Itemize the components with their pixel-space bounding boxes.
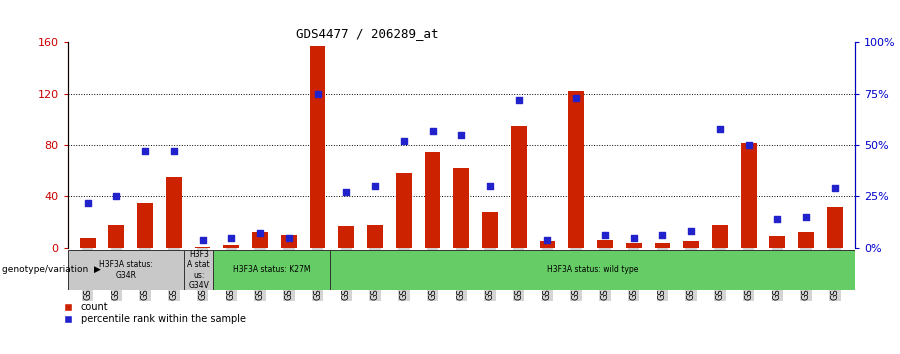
Point — [195, 237, 210, 242]
Bar — [194, 246, 211, 248]
Point — [742, 142, 756, 148]
Point — [282, 235, 296, 240]
Text: H3F3A status:
G34R: H3F3A status: G34R — [99, 260, 153, 280]
Point — [397, 138, 411, 144]
Bar — [454, 168, 469, 248]
Bar — [597, 240, 613, 248]
Point — [540, 237, 554, 242]
Text: genotype/variation  ▶: genotype/variation ▶ — [2, 266, 101, 274]
Bar — [367, 225, 382, 248]
Bar — [396, 173, 411, 248]
Point — [569, 95, 583, 101]
Bar — [213, 250, 330, 290]
Bar — [712, 225, 728, 248]
Bar — [482, 212, 498, 248]
Text: H3F3A status: K27M: H3F3A status: K27M — [233, 266, 310, 274]
Point — [828, 185, 842, 191]
Point — [799, 214, 814, 220]
Bar — [252, 232, 268, 248]
Point — [224, 235, 238, 240]
Point — [109, 194, 123, 199]
Bar — [511, 126, 526, 248]
Title: GDS4477 / 206289_at: GDS4477 / 206289_at — [295, 27, 438, 40]
Point — [310, 91, 325, 97]
Bar — [137, 203, 153, 248]
Text: H3F3A status: wild type: H3F3A status: wild type — [547, 266, 638, 274]
Bar — [223, 245, 239, 248]
Text: H3F3
A stat
us:
G34V: H3F3 A stat us: G34V — [187, 250, 210, 290]
Bar — [425, 152, 440, 248]
Legend: count, percentile rank within the sample: count, percentile rank within the sample — [63, 302, 246, 324]
Bar — [741, 143, 757, 248]
Bar — [770, 236, 786, 248]
Point — [426, 128, 440, 133]
Point — [80, 200, 94, 205]
Bar — [568, 91, 584, 248]
Point — [713, 126, 727, 132]
Point — [511, 97, 526, 103]
Bar — [798, 232, 814, 248]
Point — [253, 230, 267, 236]
Point — [138, 148, 152, 154]
Bar — [338, 226, 355, 248]
Bar — [80, 238, 95, 248]
Bar — [330, 250, 855, 290]
Bar — [626, 243, 642, 248]
Point — [368, 183, 382, 189]
Bar — [654, 243, 670, 248]
Bar — [166, 177, 182, 248]
Point — [655, 233, 670, 238]
Bar — [310, 46, 326, 248]
Point — [626, 235, 641, 240]
Bar — [109, 225, 124, 248]
Bar — [827, 207, 842, 248]
Point — [166, 148, 181, 154]
Point — [598, 233, 612, 238]
Point — [454, 132, 468, 138]
Point — [684, 229, 698, 234]
Bar — [68, 250, 184, 290]
Bar — [281, 235, 297, 248]
Bar — [184, 250, 213, 290]
Point — [770, 216, 785, 222]
Bar — [683, 241, 699, 248]
Point — [482, 183, 497, 189]
Point — [339, 189, 354, 195]
Bar — [540, 241, 555, 248]
